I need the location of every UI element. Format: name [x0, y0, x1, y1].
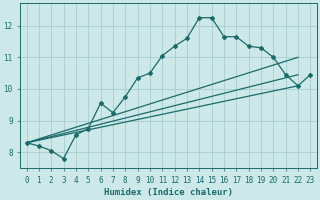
X-axis label: Humidex (Indice chaleur): Humidex (Indice chaleur): [104, 188, 233, 197]
